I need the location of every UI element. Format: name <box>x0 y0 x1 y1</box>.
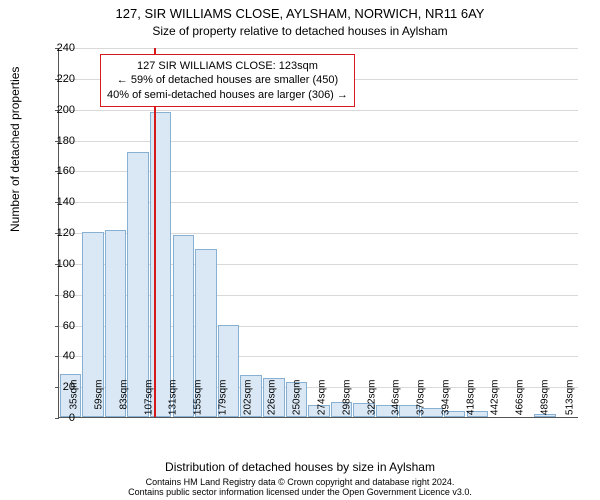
ytick-label: 80 <box>45 289 75 301</box>
footer-line-1: Contains HM Land Registry data © Crown c… <box>146 477 455 487</box>
annotation-line: 40% of semi-detached houses are larger (… <box>107 88 348 102</box>
ytick-label: 40 <box>45 350 75 362</box>
ytick-label: 140 <box>45 196 75 208</box>
xtick-label: 322sqm <box>366 380 377 440</box>
ytick-label: 180 <box>45 135 75 147</box>
ytick-label: 60 <box>45 320 75 332</box>
page-subtitle: Size of property relative to detached ho… <box>0 24 600 38</box>
ytick-label: 240 <box>45 42 75 54</box>
xtick-label: 489sqm <box>539 380 550 440</box>
ytick-label: 200 <box>45 104 75 116</box>
xtick-label: 131sqm <box>168 380 179 440</box>
chart-page: 127, SIR WILLIAMS CLOSE, AYLSHAM, NORWIC… <box>0 0 600 500</box>
xtick-label: 202sqm <box>242 380 253 440</box>
annotation-box: 127 SIR WILLIAMS CLOSE: 123sqm← 59% of d… <box>100 54 355 107</box>
xtick-label: 513sqm <box>564 380 575 440</box>
histogram-bar <box>127 152 148 417</box>
xtick-label: 179sqm <box>217 380 228 440</box>
xtick-label: 298sqm <box>341 380 352 440</box>
annotation-line: ← 59% of detached houses are smaller (45… <box>107 73 348 87</box>
ytick-label: 220 <box>45 73 75 85</box>
gridline <box>59 48 578 49</box>
xtick-label: 466sqm <box>515 380 526 440</box>
ytick-label: 160 <box>45 165 75 177</box>
gridline <box>59 110 578 111</box>
xtick-label: 59sqm <box>94 380 105 440</box>
ytick-label: 120 <box>45 227 75 239</box>
xtick-label: 442sqm <box>490 380 501 440</box>
xtick-label: 346sqm <box>391 380 402 440</box>
y-axis-label: Number of detached properties <box>8 67 22 232</box>
page-title: 127, SIR WILLIAMS CLOSE, AYLSHAM, NORWIC… <box>0 6 600 21</box>
xtick-label: 370sqm <box>416 380 427 440</box>
x-axis-label: Distribution of detached houses by size … <box>0 460 600 474</box>
xtick-label: 394sqm <box>440 380 451 440</box>
xtick-label: 274sqm <box>317 380 328 440</box>
xtick-label: 107sqm <box>143 380 154 440</box>
xtick-label: 155sqm <box>193 380 204 440</box>
gridline <box>59 141 578 142</box>
footer-attribution: Contains HM Land Registry data © Crown c… <box>0 478 600 498</box>
footer-line-2: Contains public sector information licen… <box>128 487 472 497</box>
xtick-label: 250sqm <box>292 380 303 440</box>
ytick-label: 100 <box>45 258 75 270</box>
xtick-label: 226sqm <box>267 380 278 440</box>
annotation-line: 127 SIR WILLIAMS CLOSE: 123sqm <box>107 59 348 73</box>
xtick-label: 83sqm <box>118 380 129 440</box>
xtick-label: 418sqm <box>465 380 476 440</box>
xtick-label: 35sqm <box>69 380 80 440</box>
